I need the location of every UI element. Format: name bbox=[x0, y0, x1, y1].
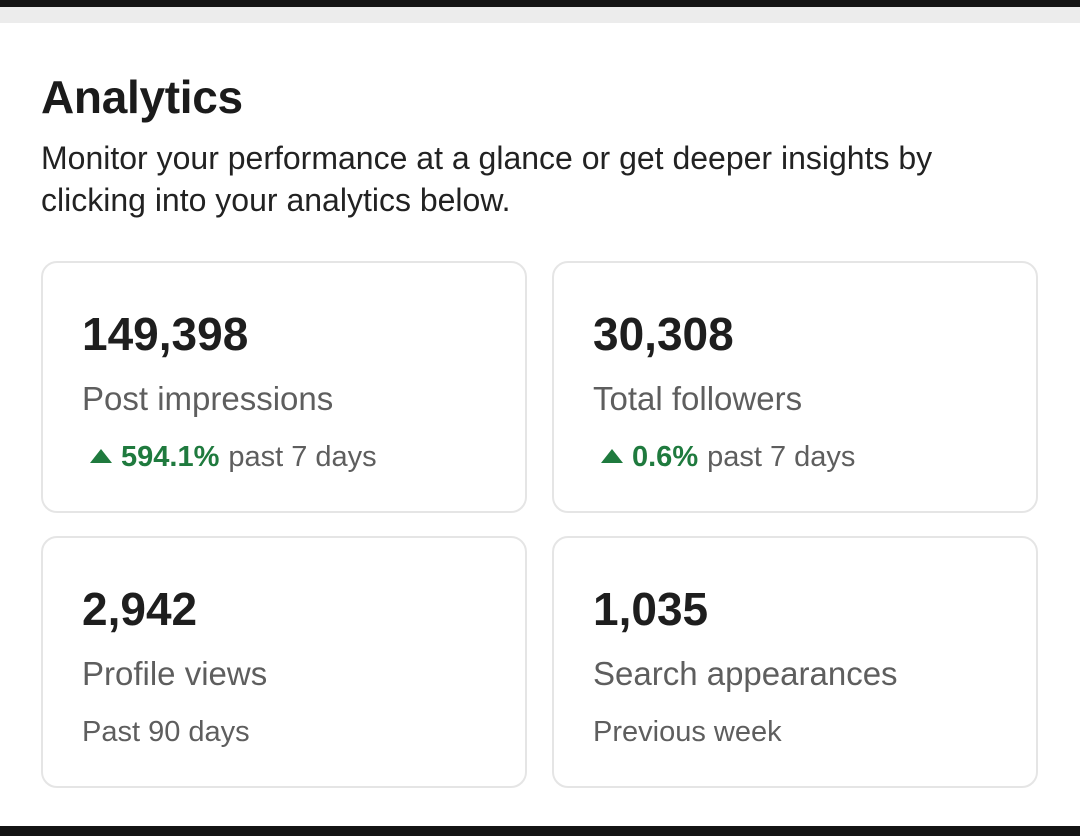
bottom-border bbox=[0, 826, 1080, 836]
period-text: Previous week bbox=[593, 716, 782, 748]
triangle-up-icon bbox=[90, 449, 112, 463]
search-appearances-period: Previous week bbox=[593, 714, 782, 750]
total-followers-trend: 0.6% past 7 days bbox=[593, 439, 855, 475]
search-appearances-value: 1,035 bbox=[593, 583, 709, 635]
page-title: Analytics bbox=[41, 71, 243, 123]
post-impressions-label: Post impressions bbox=[82, 380, 334, 417]
total-followers-card[interactable]: 30,308 Total followers 0.6% past 7 days bbox=[552, 261, 1038, 513]
profile-views-label: Profile views bbox=[82, 655, 268, 692]
total-followers-label: Total followers bbox=[593, 380, 803, 417]
trend-percentage: 0.6% bbox=[632, 441, 699, 473]
trend-percentage: 594.1% bbox=[121, 441, 220, 473]
total-followers-value: 30,308 bbox=[593, 308, 734, 360]
top-border bbox=[0, 0, 1080, 7]
profile-views-card[interactable]: 2,942 Profile views Past 90 days bbox=[41, 536, 527, 788]
profile-views-value: 2,942 bbox=[82, 583, 198, 635]
profile-views-period: Past 90 days bbox=[82, 714, 250, 750]
post-impressions-trend: 594.1% past 7 days bbox=[82, 439, 377, 475]
triangle-up-icon bbox=[601, 449, 623, 463]
period-text: Past 90 days bbox=[82, 716, 250, 748]
search-appearances-label: Search appearances bbox=[593, 655, 898, 692]
trend-period: past 7 days bbox=[707, 441, 856, 473]
post-impressions-value: 149,398 bbox=[82, 308, 249, 360]
analytics-panel: Analytics Monitor your performance at a … bbox=[0, 23, 1080, 826]
page-subtitle: Monitor your performance at a glance or … bbox=[41, 140, 933, 218]
search-appearances-card[interactable]: 1,035 Search appearances Previous week bbox=[552, 536, 1038, 788]
top-strip bbox=[0, 7, 1080, 23]
trend-period: past 7 days bbox=[228, 441, 377, 473]
post-impressions-card[interactable]: 149,398 Post impressions 594.1% past 7 d… bbox=[41, 261, 527, 513]
